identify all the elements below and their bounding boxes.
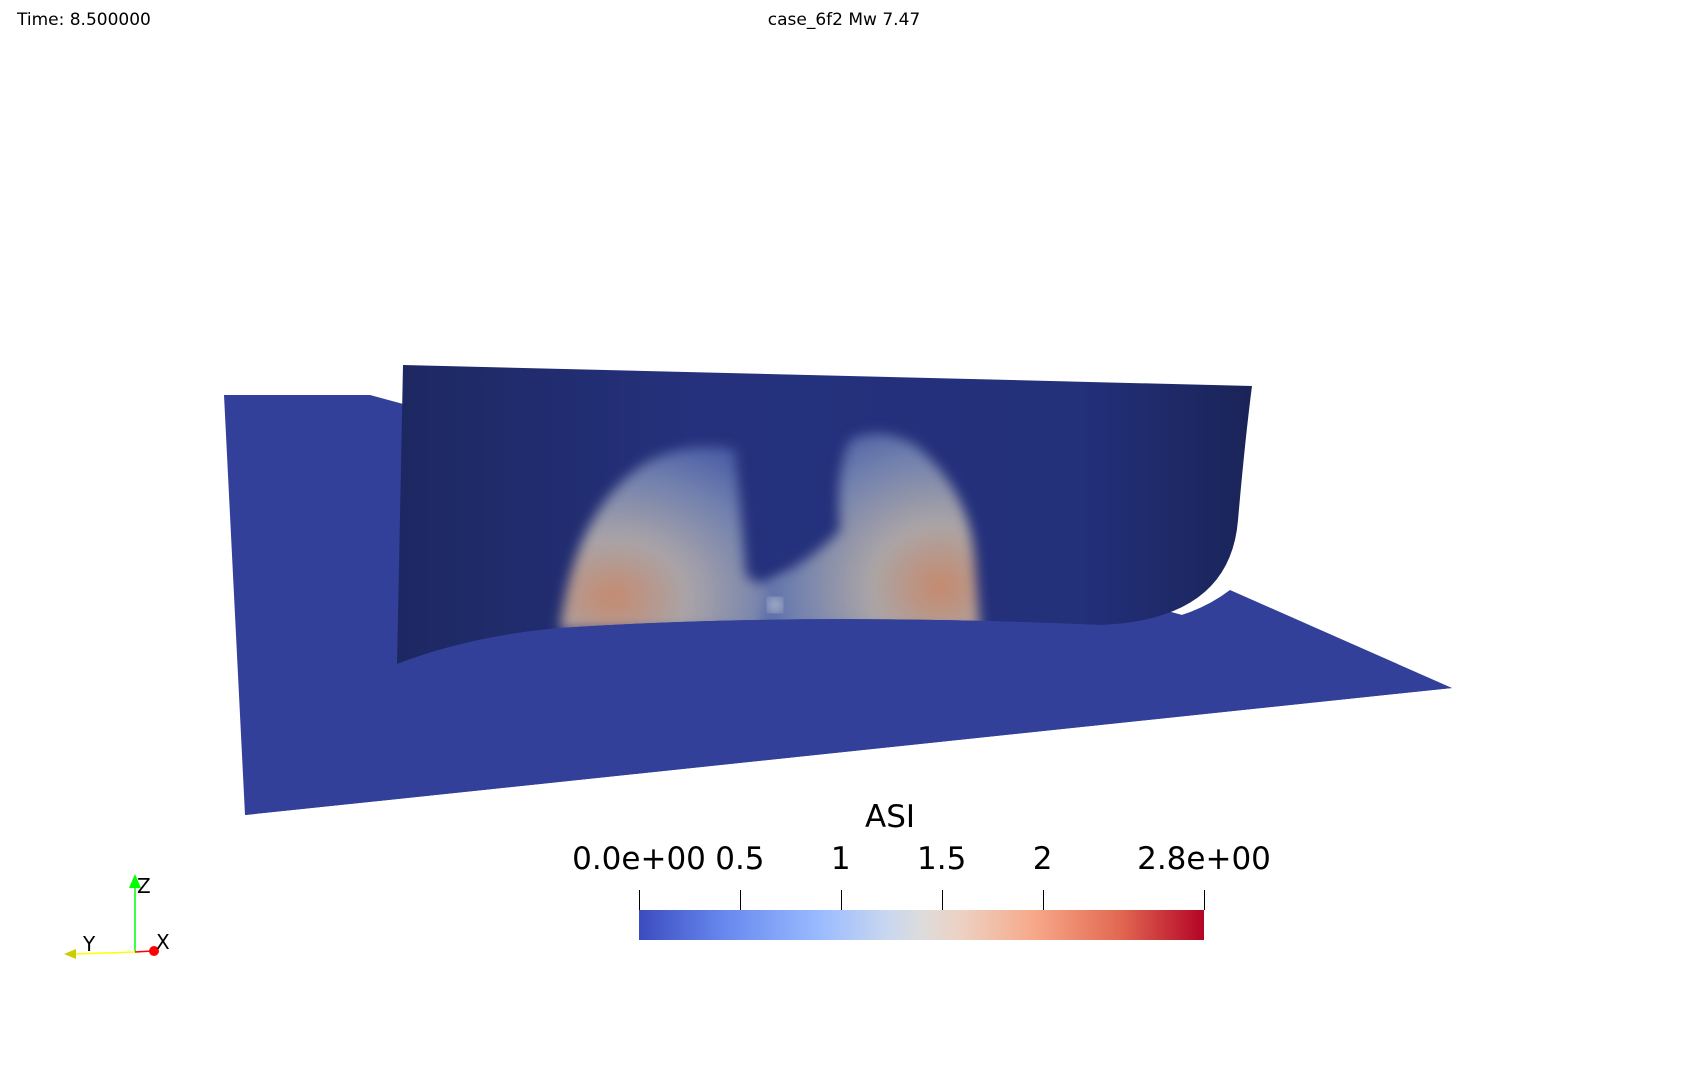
colorbar-tick: [841, 890, 842, 910]
fault-base-curve: [245, 590, 1452, 815]
colorbar-tick: [1043, 890, 1044, 910]
time-label: Time: 8.500000: [17, 10, 151, 30]
slip-lobe-right: [760, 433, 980, 630]
colorbar-tick-label: 0.5: [715, 841, 765, 877]
z-axis-label: Z: [137, 874, 151, 898]
colorbar-tick: [1204, 890, 1205, 910]
x-axis-label: X: [156, 930, 170, 954]
slip-patch: [560, 433, 980, 630]
z-axis-arrow: [129, 874, 141, 888]
x-axis-arrow: [149, 946, 159, 956]
color-legend: ASI 0.0e+00 0.5 1 1.5 2 2.8e+00: [560, 799, 1271, 950]
colorbar-tick-label: 1: [830, 841, 851, 877]
colorbar-tick-label: 2.8e+00: [1137, 841, 1271, 877]
colorbar-tick: [942, 890, 943, 910]
colorbar-tick-label: 1.5: [917, 841, 967, 877]
orientation-axes-graphic: [64, 874, 159, 959]
colorbar-title: ASI: [864, 799, 916, 835]
colorbar-gradient: [639, 910, 1204, 940]
y-axis-arrow: [64, 949, 76, 959]
y-axis-label: Y: [83, 932, 96, 956]
colorbar-tick: [639, 890, 640, 910]
colorbar-tick-label: 2: [1032, 841, 1053, 877]
hypocenter-highlight: [768, 598, 782, 612]
case-title: case_6f2 Mw 7.47: [767, 10, 921, 30]
colorbar-tick: [740, 890, 741, 910]
colorbar-tick-label: 0.0e+00: [572, 841, 706, 877]
slip-lobe-left: [560, 446, 800, 630]
orientation-axes: Z Y X: [60, 870, 180, 970]
